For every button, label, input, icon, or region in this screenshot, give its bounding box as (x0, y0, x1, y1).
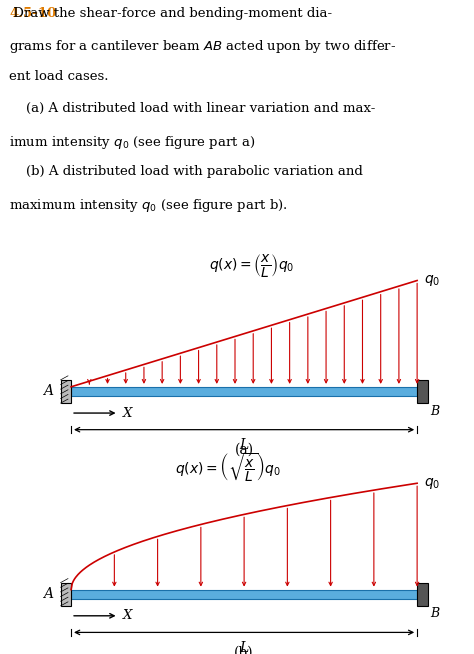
Bar (417, 380, 428, 403)
Text: maximum intensity $q_0$ (see figure part b).: maximum intensity $q_0$ (see figure part… (9, 198, 288, 215)
Text: Draw the shear-force and bending-moment dia-: Draw the shear-force and bending-moment … (9, 7, 333, 20)
Text: (a) A distributed load with linear variation and max-: (a) A distributed load with linear varia… (9, 102, 376, 115)
Text: $q(x) = \left(\sqrt{\dfrac{x}{L}}\right) q_0$: $q(x) = \left(\sqrt{\dfrac{x}{L}}\right)… (175, 452, 280, 485)
Text: ent load cases.: ent load cases. (9, 70, 109, 83)
Bar (71, 387, 417, 396)
Text: $q(x) = \left(\dfrac{x}{L}\right) q_0$: $q(x) = \left(\dfrac{x}{L}\right) q_0$ (209, 252, 294, 279)
Bar (417, 583, 428, 606)
Text: 4.5-10: 4.5-10 (9, 7, 57, 20)
Text: imum intensity $q_0$ (see figure part a): imum intensity $q_0$ (see figure part a) (9, 133, 255, 150)
Text: A: A (44, 587, 54, 601)
Text: B: B (430, 608, 439, 621)
Bar (71, 589, 417, 599)
Bar (61, 380, 71, 403)
Text: (b) A distributed load with parabolic variation and: (b) A distributed load with parabolic va… (9, 165, 364, 179)
Text: grams for a cantilever beam $\mathit{AB}$ acted upon by two differ-: grams for a cantilever beam $\mathit{AB}… (9, 39, 397, 56)
Text: L: L (239, 641, 249, 654)
Text: B: B (430, 405, 439, 418)
Bar (61, 583, 71, 606)
Text: (a): (a) (235, 443, 254, 457)
Text: L: L (239, 438, 249, 452)
Text: X: X (123, 610, 133, 623)
Text: $q_0$: $q_0$ (424, 475, 440, 490)
Text: X: X (123, 407, 133, 420)
Text: (b): (b) (234, 645, 254, 654)
Text: A: A (44, 385, 54, 398)
Text: $q_0$: $q_0$ (424, 273, 440, 288)
